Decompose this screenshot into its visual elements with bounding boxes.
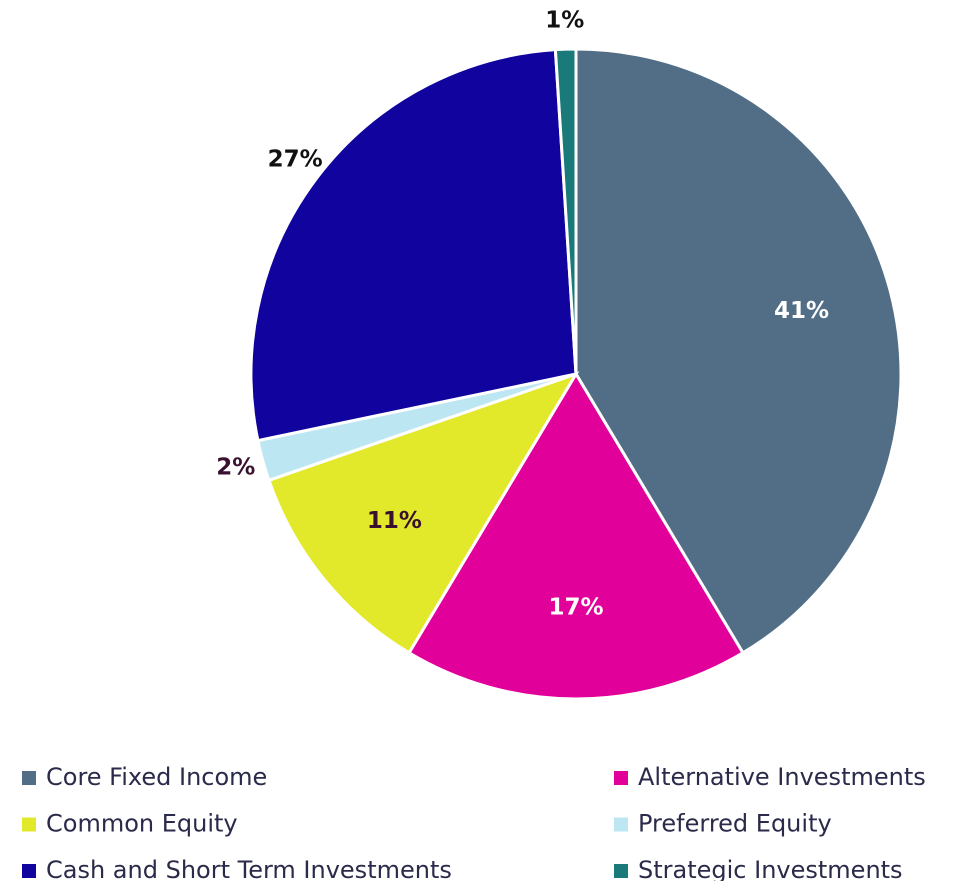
pie-slice <box>574 47 903 655</box>
data-label: 2% <box>216 455 255 481</box>
legend-label: Core Fixed Income <box>46 763 267 791</box>
legend-label: Preferred Equity <box>638 810 832 838</box>
pie-slice <box>266 371 580 655</box>
legend-swatch <box>614 864 628 878</box>
legend-swatch <box>614 771 628 785</box>
legend-swatch <box>22 771 36 785</box>
pie-slice <box>553 47 578 375</box>
pie-slice <box>406 371 746 701</box>
legend-label: Cash and Short Term Investments <box>46 856 452 881</box>
pie-slice <box>249 48 578 443</box>
data-label: 11% <box>367 508 422 534</box>
data-label: 1% <box>545 8 584 34</box>
legend-label: Common Equity <box>46 810 238 838</box>
legend-swatch <box>614 817 628 832</box>
legend-swatch <box>22 864 36 878</box>
data-label: 17% <box>548 595 603 621</box>
legend-label: Strategic Investments <box>638 856 903 881</box>
data-label: 27% <box>268 147 323 173</box>
data-label: 41% <box>774 298 829 324</box>
legend-label: Alternative Investments <box>638 763 926 791</box>
legend-swatch <box>22 817 36 832</box>
